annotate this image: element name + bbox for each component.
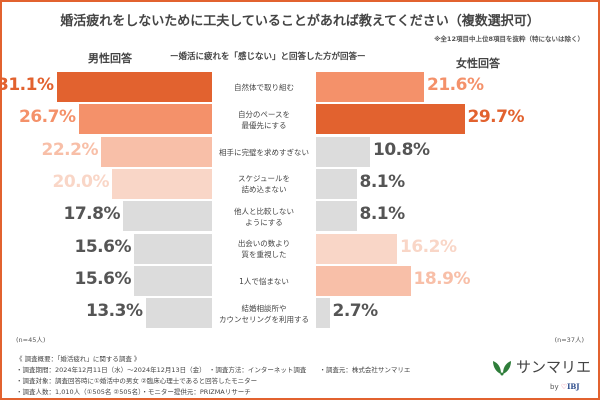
chart-row: 31.1% 自然体で取り組む 21.6% [0,72,600,103]
chart-row: 17.8% 他人と比較しない ようにする 8.1% [0,201,600,232]
company-logo: サンマリエ [492,356,591,377]
male-value-label: 26.7% [19,107,76,128]
male-bar [101,136,212,167]
male-value-label: 31.1% [0,75,54,95]
female-bar [316,233,397,264]
male-bar [134,265,212,296]
category-label: 他人と比較しない ようにする [234,206,294,227]
logo-by: by ♡IBJ [550,382,580,391]
female-value-label: 8.1% [359,171,406,192]
chart-row: 15.6% 出会いの数より 質を重視した 16.2% [0,233,600,265]
female-sample-size: (n=37人) [554,336,584,344]
female-bar [316,168,357,199]
category-label: 結婚相談所や カウンセリングを利用する [219,303,309,324]
female-bar [316,201,357,232]
category-label: 自然体で取り組む [234,83,294,92]
footer-overview: 《 調査概要：「婚活疲れ」に関する調査 》 [16,355,141,363]
female-value-label: 8.1% [359,204,406,225]
chart-row: 15.6% 1人で悩まない 18.9% [0,265,600,297]
male-bar [134,233,212,264]
female-value-label: 21.6% [427,75,484,95]
chart-row: 26.7% 自分のペースを 最優先にする 29.7% [0,104,600,135]
footer-line-3: ・調査人数：1,010人（①505名 ②505名）・モニター提供元：PRIZMA… [16,388,251,396]
footer-line-1: ・調査期間：2024年12月11日（水）～2024年12月13日（金） ・調査方… [16,366,411,374]
chart-row: 13.3% 結婚相談所や カウンセリングを利用する 2.7% [0,298,600,329]
heart-icon: ♡ [560,383,568,391]
leaf-icon [493,360,511,375]
male-sample-size: (n=45人) [16,336,46,344]
male-bar [123,201,212,232]
female-bar [316,265,411,296]
female-value-label: 10.8% [373,139,430,160]
female-series-header: 女性回答 [456,57,500,70]
male-bar [78,104,212,135]
female-value-label: 2.7% [332,301,379,322]
chart-row: 22.2% 相手に完璧を求めすぎない 10.8% [0,136,600,168]
category-label: スケジュールを 詰め込まない [238,174,290,195]
female-value-label: 18.9% [413,268,471,289]
male-value-label: 17.8% [63,204,121,225]
footer-line-2: ・調査対象：調査回答時に①婚活中の男女 ②臨床心理士であると回答したモニター [16,377,258,385]
male-value-label: 20.0% [52,171,110,192]
female-value-label: 16.2% [400,236,457,257]
female-bar [316,298,330,329]
logo-text: サンマリエ [516,358,592,376]
male-bar [145,298,212,329]
male-bar [112,168,212,199]
category-label: 相手に完璧を求めすぎない [219,147,309,157]
female-bar [316,104,465,135]
male-series-header: 男性回答 [88,52,132,65]
chart-note: ※全12項目中上位8項目を抜粋（特にないは除く） [434,35,584,43]
category-label: 自分のペースを 最優先にする [237,109,291,130]
category-label: 1人で悩まない [239,276,289,286]
chart-subtitle: ー婚活に疲れを「感じない」と回答した方が回答ー [170,52,366,62]
chart-row: 20.0% スケジュールを 詰め込まない 8.1% [0,168,600,200]
male-value-label: 13.3% [86,301,143,322]
male-bar [56,72,212,102]
male-value-label: 15.6% [74,268,132,289]
female-bar [316,136,370,167]
category-label: 出会いの数より 質を重視した [237,239,291,259]
male-value-label: 15.6% [74,236,132,257]
female-bar [316,72,424,102]
female-value-label: 29.7% [467,107,525,128]
chart-title: 婚活疲れをしないために工夫していることがあれば教えてください（複数選択可） [60,14,540,29]
brand-text: IBJ [567,382,580,391]
by-text: by [550,383,559,391]
male-value-label: 22.2% [41,139,99,160]
